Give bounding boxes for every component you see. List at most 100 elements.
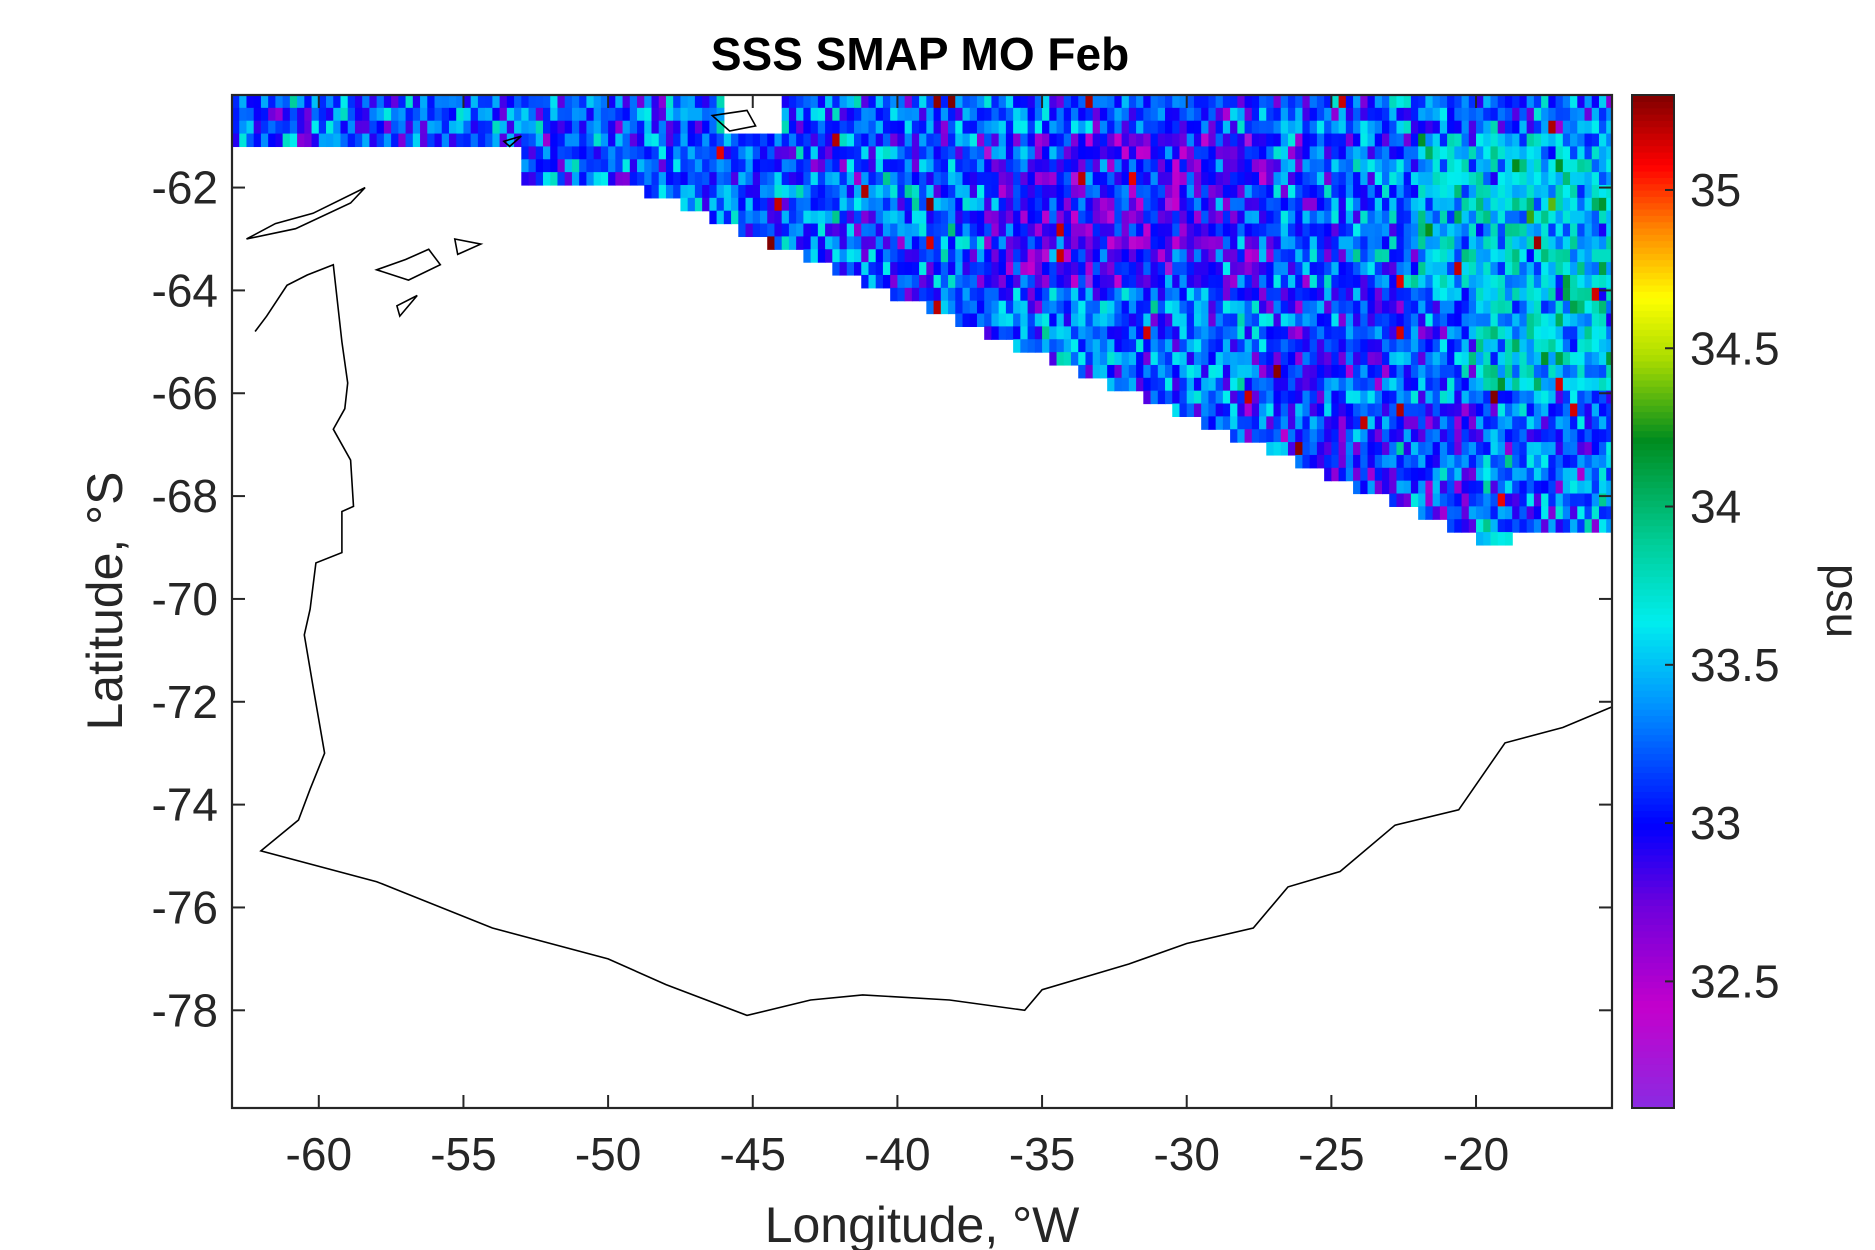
grid-cell [1382, 377, 1390, 392]
grid-cell [1186, 133, 1195, 148]
grid-cell [1150, 120, 1159, 135]
grid-cell [492, 120, 501, 135]
grid-cell [1598, 172, 1607, 186]
grid-cell [1490, 454, 1499, 469]
grid-cell [759, 197, 768, 212]
grid-cell [1092, 236, 1101, 250]
grid-cell [1541, 223, 1549, 238]
grid-cell [1186, 236, 1195, 250]
grid-cell [608, 107, 616, 122]
grid-cell [1454, 120, 1463, 135]
grid-cell [1606, 390, 1612, 405]
grid-cell [1584, 146, 1593, 160]
grid-cell [702, 95, 710, 109]
grid-cell [1251, 300, 1260, 315]
grid-cell [1266, 159, 1275, 173]
grid-cell [1418, 493, 1426, 507]
grid-cell [651, 172, 660, 186]
grid-cell [1504, 249, 1513, 263]
grid-cell [1396, 159, 1405, 173]
grid-cell [557, 172, 566, 186]
grid-cell [557, 133, 566, 148]
grid-cell [1367, 184, 1376, 199]
grid-cell [260, 120, 269, 135]
grid-cell [984, 120, 993, 135]
grid-cell [1244, 184, 1253, 199]
grid-cell [1504, 532, 1513, 546]
grid-cell [1562, 364, 1571, 379]
colorbar-band [1632, 531, 1674, 539]
grid-cell [1136, 107, 1144, 122]
grid-cell [1273, 146, 1282, 160]
grid-cell [846, 262, 855, 276]
grid-cell [629, 146, 638, 160]
grid-cell [1150, 172, 1159, 186]
grid-cell [1606, 300, 1612, 315]
grid-cell [846, 210, 855, 225]
grid-cell [1150, 262, 1159, 276]
grid-cell [665, 133, 674, 148]
grid-cell [1367, 454, 1376, 469]
grid-cell [1483, 274, 1492, 289]
grid-cell [586, 159, 595, 173]
grid-cell [687, 197, 696, 212]
grid-cell [1591, 300, 1600, 315]
grid-cell [1504, 210, 1513, 225]
colorbar-band [1632, 500, 1674, 508]
grid-cell [1338, 352, 1347, 366]
grid-cell [1476, 262, 1484, 276]
colorbar-band [1632, 322, 1674, 330]
grid-cell [1548, 146, 1557, 160]
grid-cell [1237, 262, 1246, 276]
grid-cell [976, 197, 985, 212]
grid-cell [868, 146, 877, 160]
x-axis: -60 -55 -50 -45 -40 -35 -30 -25 -20 [286, 95, 1509, 1180]
grid-cell [499, 107, 508, 122]
grid-cell [1121, 300, 1130, 315]
grid-cell [1533, 262, 1542, 276]
grid-cell [976, 274, 985, 289]
grid-cell [1345, 454, 1354, 469]
grid-cell [1295, 172, 1304, 186]
grid-cell [969, 197, 978, 212]
grid-cell [904, 159, 913, 173]
grid-cell [1078, 95, 1087, 109]
grid-cell [1533, 313, 1542, 327]
grid-cell [817, 223, 826, 238]
grid-cell [1439, 262, 1448, 276]
grid-cell [1382, 313, 1390, 327]
grid-cell [1461, 210, 1470, 225]
grid-cell [825, 95, 833, 109]
grid-cell [1439, 120, 1448, 135]
grid-cell [1367, 107, 1376, 122]
grid-cell [637, 146, 645, 160]
grid-cell [1497, 467, 1506, 482]
grid-cell [825, 197, 833, 212]
grid-cell [1136, 377, 1144, 392]
grid-cell [1309, 210, 1318, 225]
grid-cell [1092, 326, 1101, 340]
grid-cell [1099, 146, 1108, 160]
colorbar-band [1632, 740, 1674, 748]
grid-cell [1468, 120, 1477, 135]
grid-cell [839, 120, 848, 135]
grid-cell [1389, 146, 1398, 160]
grid-cell [1302, 326, 1311, 340]
grid-cell [1483, 390, 1492, 405]
grid-cell [1230, 377, 1238, 392]
grid-cell [839, 249, 848, 263]
grid-cell [875, 146, 884, 160]
grid-cell [1570, 339, 1578, 353]
grid-cell [745, 223, 754, 238]
grid-cell [651, 120, 660, 135]
grid-cell [1049, 262, 1058, 276]
grid-cell [1266, 300, 1275, 315]
grid-cell [1345, 236, 1354, 250]
grid-cell [564, 146, 573, 160]
grid-cell [1598, 197, 1607, 212]
grid-cell [1331, 287, 1340, 302]
grid-cell [1367, 416, 1376, 430]
grid-cell [1548, 210, 1557, 225]
grid-cell [875, 120, 884, 135]
grid-cell [1237, 197, 1246, 212]
